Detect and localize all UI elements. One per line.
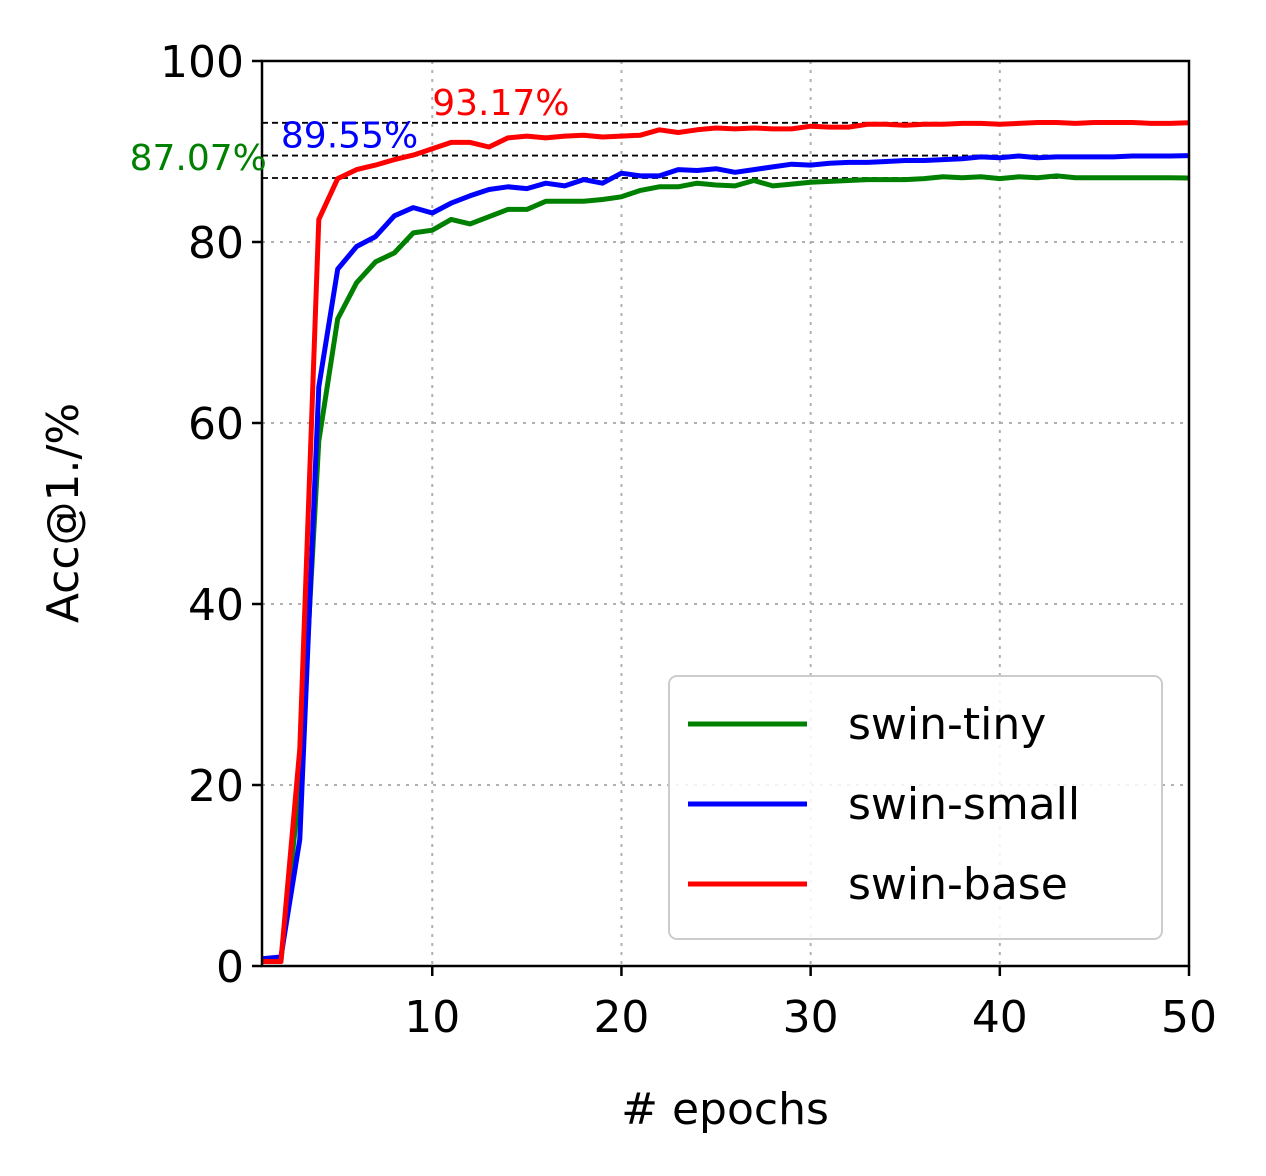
series-line-swin-tiny: [262, 173, 1190, 964]
axes-frame: [260, 59, 1191, 968]
y-tick-label: 20: [188, 761, 244, 812]
legend: swin-tiny swin-small swin-base: [668, 675, 1163, 940]
legend-label-swin-base: swin-base: [848, 859, 1068, 910]
x-tick-label: 40: [972, 992, 1028, 1043]
y-tick-label: 0: [216, 942, 244, 993]
legend-label-swin-small: swin-small: [848, 779, 1080, 830]
y-tick-label: 100: [160, 37, 244, 88]
series-line-swin-small: [261, 153, 1190, 962]
legend-label-swin-tiny: swin-tiny: [848, 699, 1046, 750]
y-tick-label: 80: [188, 218, 244, 269]
x-axis-label: # epochs: [621, 1084, 829, 1135]
reference-label: 93.17%: [432, 83, 569, 124]
grid-lines: [262, 61, 1189, 966]
series-line-swin-base: [262, 120, 1190, 964]
x-tick-label: 10: [404, 992, 460, 1043]
x-tick-label: 50: [1161, 992, 1217, 1043]
axis-ticks: 10 20 30 40 50 0 20 40 60 80 100: [160, 37, 1217, 1043]
series-lines: [261, 120, 1190, 964]
y-tick-label: 60: [188, 399, 244, 450]
y-axis-label: Acc@1./%: [38, 403, 89, 623]
legend-box: [668, 675, 1163, 940]
reference-label: 89.55%: [281, 116, 418, 157]
x-tick-label: 20: [593, 992, 649, 1043]
reference-annotations: 93.17% 89.55% 87.07%: [130, 83, 570, 179]
reference-label: 87.07%: [130, 138, 267, 179]
x-tick-label: 30: [783, 992, 839, 1043]
y-tick-label: 40: [188, 580, 244, 631]
